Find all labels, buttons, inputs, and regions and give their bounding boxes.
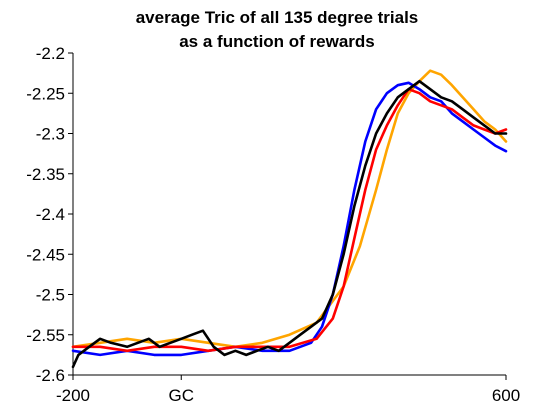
y-tick-label: -2.35 <box>26 165 65 184</box>
x-tick-label: 600 <box>492 386 520 405</box>
y-tick-label: -2.2 <box>36 44 65 63</box>
y-tick-label: -2.45 <box>26 245 65 264</box>
y-tick-label: -2.5 <box>36 286 65 305</box>
series-line-3 <box>71 87 508 353</box>
chart-title-line-2: as a function of rewards <box>179 32 375 51</box>
y-tick-label: -2.6 <box>36 366 65 385</box>
y-tick-label: -2.55 <box>26 326 65 345</box>
series-line-4 <box>71 79 508 369</box>
x-tick-label: -200 <box>56 386 90 405</box>
series-line-1 <box>71 69 508 349</box>
y-tick-label: -2.3 <box>36 125 65 144</box>
y-tick-label: -2.25 <box>26 84 65 103</box>
series-line-2 <box>71 81 508 357</box>
x-tick-label: GC <box>169 386 195 405</box>
plot-area: -2.2 -2.25 -2.3 -2.35 -2.4 -2.45 -2.5 -2.55 -2.6… <box>26 44 520 405</box>
y-tick-label: -2.4 <box>36 205 65 224</box>
chart-title-line-1: average Tric of all 135 degree trials <box>136 8 419 27</box>
